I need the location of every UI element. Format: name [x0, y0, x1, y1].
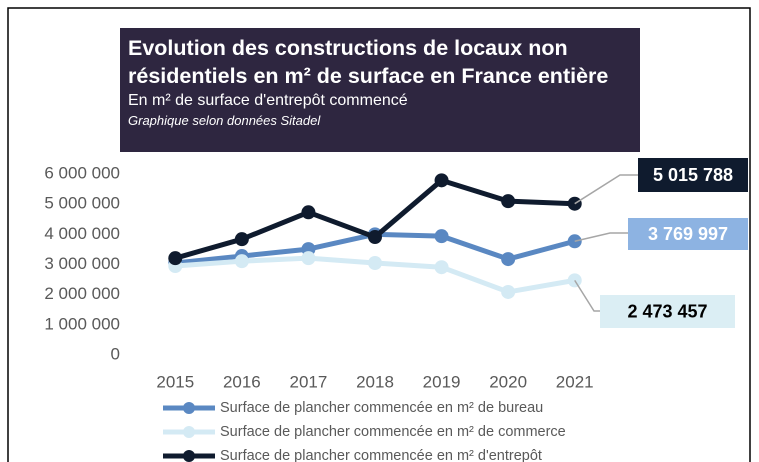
- chart-subtitle: En m² de surface d'entrepôt commencé: [128, 92, 408, 109]
- chart-note: Graphique selon données Sitadel: [128, 113, 321, 128]
- legend-label: Surface de plancher commencée en m² d'en…: [220, 448, 542, 462]
- legend-label: Surface de plancher commencée en m² de b…: [220, 400, 543, 416]
- label-leader: [574, 232, 628, 243]
- legend-marker: [183, 450, 195, 462]
- x-tick-label: 2016: [223, 372, 261, 391]
- data-point: [368, 230, 382, 245]
- label-box: [638, 158, 748, 192]
- data-point: [434, 229, 449, 244]
- data-point: [301, 205, 316, 220]
- y-tick-label: 1 000 000: [44, 314, 120, 333]
- x-tick-label: 2018: [356, 372, 394, 391]
- data-point: [434, 173, 449, 188]
- x-tick-label: 2015: [156, 372, 194, 391]
- data-label: 3 769 997: [648, 224, 728, 244]
- legend-marker: [183, 426, 195, 438]
- data-point: [234, 254, 249, 269]
- y-tick-label: 4 000 000: [44, 224, 120, 243]
- y-tick-label: 3 000 000: [44, 254, 120, 273]
- data-point: [434, 260, 449, 275]
- chart-title: Evolution des constructions de locaux no…: [128, 36, 609, 88]
- data-point: [501, 194, 516, 209]
- label-box: [628, 218, 748, 250]
- legend-label: Surface de plancher commencée en m² de c…: [220, 424, 566, 440]
- data-point: [301, 251, 316, 266]
- data-point: [234, 232, 249, 247]
- title-box: Evolution des constructions de locaux no…: [120, 28, 640, 152]
- data-point: [368, 255, 382, 270]
- data-point: [501, 252, 516, 267]
- x-tick-label: 2020: [489, 372, 527, 391]
- x-tick-label: 2019: [423, 372, 461, 391]
- chart-border: [7, 7, 751, 462]
- label-leader: [574, 174, 638, 205]
- series-line: [174, 177, 575, 261]
- data-point: [168, 251, 183, 266]
- label-box: [600, 295, 735, 328]
- y-tick-label: 0: [111, 344, 120, 363]
- x-tick-label: 2021: [556, 372, 594, 391]
- data-label: 5 015 788: [653, 165, 733, 185]
- y-tick-label: 5 000 000: [44, 194, 120, 213]
- data-point: [501, 284, 516, 299]
- data-label: 2 473 457: [627, 301, 707, 321]
- y-tick-label: 2 000 000: [44, 284, 120, 303]
- x-tick-label: 2017: [290, 372, 328, 391]
- legend-marker: [183, 402, 195, 414]
- y-tick-label: 6 000 000: [44, 163, 120, 182]
